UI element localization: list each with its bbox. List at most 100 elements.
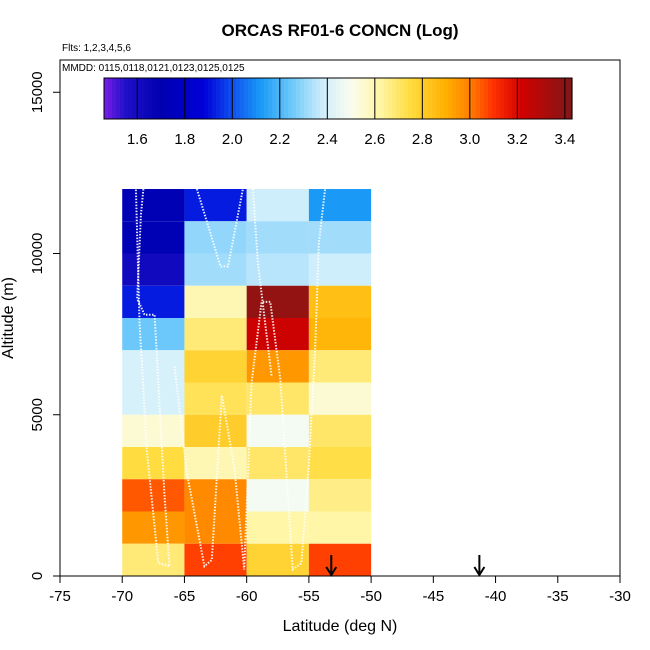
x-axis-tick-label: -70 (111, 588, 133, 605)
colorbar-strip (200, 78, 205, 119)
colorbar-strip (260, 78, 265, 119)
heatmap-cell (246, 414, 309, 447)
colorbar-tick-label: 1.8 (174, 131, 195, 148)
colorbar-strip (224, 78, 229, 119)
colorbar-strip (412, 78, 417, 119)
heatmap-cell (122, 382, 185, 415)
colorbar-strip (408, 78, 413, 119)
colorbar-strip (568, 78, 573, 119)
colorbar-strip (196, 78, 201, 119)
heatmap-cell (308, 511, 372, 544)
colorbar-strip (188, 78, 193, 119)
heatmap-cell (246, 285, 309, 318)
x-axis: -75 -70 -65 -60 -55 -50 -45 -40 -35 -30 (49, 576, 631, 605)
colorbar-strip (244, 78, 249, 119)
colorbar-strip (436, 78, 441, 119)
colorbar-gradient (104, 78, 573, 119)
flight-track (195, 188, 244, 268)
mmdd-note: MMDD: 0115,0118,0121,0123,0125,0125 (62, 63, 245, 74)
colorbar-strip (536, 78, 541, 119)
colorbar-strip (256, 78, 261, 119)
heatmap-cell (246, 382, 309, 415)
colorbar-strip (316, 78, 321, 119)
x-axis-tick-label: -35 (547, 588, 569, 605)
colorbar-tick-label: 3.4 (554, 131, 575, 148)
heatmap-cell (246, 447, 309, 480)
colorbar-strip (504, 78, 509, 119)
colorbar-strip (208, 78, 213, 119)
colorbar-strip (360, 78, 365, 119)
x-axis-tick-label: -65 (174, 588, 196, 605)
x-axis-tick-label: -55 (298, 588, 320, 605)
heatmap-cell (122, 479, 185, 512)
heatmap-cell (122, 447, 185, 480)
heatmap-cell (184, 543, 247, 576)
colorbar-strip (352, 78, 357, 119)
colorbar-strip (544, 78, 549, 119)
colorbar-strip (424, 78, 429, 119)
heatmap-cell (246, 318, 309, 351)
colorbar-strip (440, 78, 445, 119)
colorbar-strip (392, 78, 397, 119)
colorbar-strip (292, 78, 297, 119)
x-axis-tick-label: -40 (485, 588, 507, 605)
flight-track (251, 188, 273, 377)
colorbar-strip (524, 78, 529, 119)
colorbar-strip (388, 78, 393, 119)
colorbar-strip (308, 78, 313, 119)
colorbar-strip (448, 78, 453, 119)
colorbar-strip (220, 78, 225, 119)
heatmap-cell (122, 318, 185, 351)
colorbar-strip (516, 78, 521, 119)
colorbar-strip (556, 78, 561, 119)
colorbar-strip (124, 78, 129, 119)
colorbar-strip (476, 78, 481, 119)
heatmap-cell (122, 189, 185, 222)
colorbar-tick-label: 2.2 (269, 131, 290, 148)
colorbar-strip (380, 78, 385, 119)
colorbar-strip (332, 78, 337, 119)
heatmap-cell (184, 414, 247, 447)
colorbar-strip (184, 78, 189, 119)
colorbar-strip (404, 78, 409, 119)
colorbar-tick-label: 1.6 (127, 131, 148, 148)
colorbar-strip (172, 78, 177, 119)
flights-note: Flts: 1,2,3,4,5,6 (62, 43, 131, 54)
colorbar-strip (452, 78, 457, 119)
y-axis-tick-label: 15000 (29, 71, 46, 113)
heatmap-cell (122, 253, 185, 286)
colorbar-strip (136, 78, 141, 119)
colorbar-strip (228, 78, 233, 119)
colorbar-strip (520, 78, 525, 119)
heatmap-cell (184, 350, 247, 383)
heatmap-cell (246, 511, 309, 544)
heatmap-cell (184, 189, 247, 222)
colorbar-tick-label: 2.0 (222, 131, 243, 148)
colorbar-frame (103, 77, 573, 120)
colorbar-strip (428, 78, 433, 119)
colorbar-strip (204, 78, 209, 119)
colorbar-strip (372, 78, 377, 119)
colorbar-strip (144, 78, 149, 119)
colorbar-strip (116, 78, 121, 119)
colorbar-strip (180, 78, 185, 119)
colorbar-strip (484, 78, 489, 119)
colorbar-strip (160, 78, 165, 119)
colorbar-strip (140, 78, 145, 119)
heatmap-cell (308, 414, 372, 447)
colorbar-strip (492, 78, 497, 119)
x-axis-tick-label: -30 (609, 588, 631, 605)
colorbar-strip (312, 78, 317, 119)
heatmap-cell (122, 414, 185, 447)
colorbar-strip (432, 78, 437, 119)
heatmap-cell (184, 221, 247, 254)
colorbar-strip (216, 78, 221, 119)
colorbar-strip (132, 78, 137, 119)
colorbar-strip (212, 78, 217, 119)
colorbar-strip (304, 78, 309, 119)
heatmap-cell (246, 479, 309, 512)
colorbar-strip (552, 78, 557, 119)
colorbar-strip (324, 78, 329, 119)
colorbar-strip (232, 78, 237, 119)
heatmap-cell (184, 382, 247, 415)
